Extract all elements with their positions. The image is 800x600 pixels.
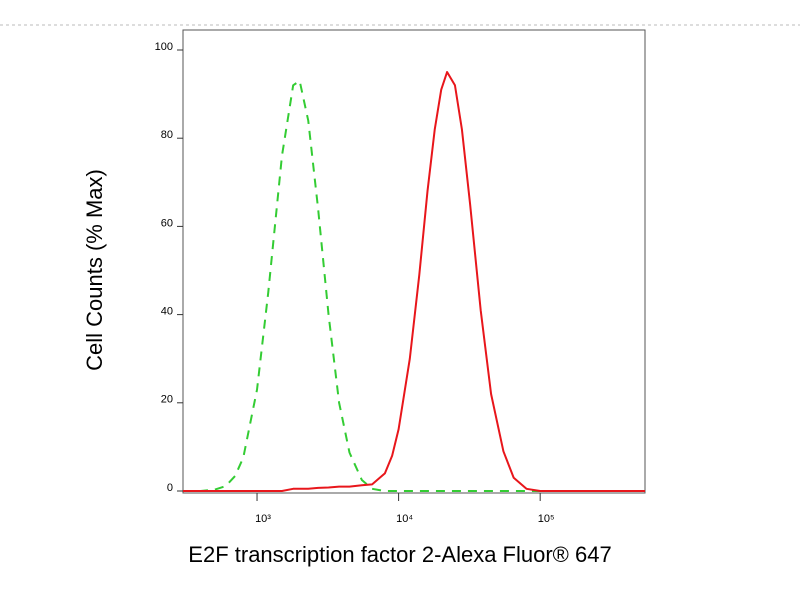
y-tick-label: 60 (161, 217, 173, 229)
x-tick-label: 10³ (255, 513, 271, 525)
y-tick-label: 0 (167, 482, 173, 494)
y-tick-label: 20 (161, 394, 173, 406)
y-tick-label: 100 (155, 41, 173, 53)
histogram-line (183, 79, 645, 492)
x-tick-label: 10⁴ (396, 513, 413, 525)
histogram-line (183, 71, 645, 492)
x-axis-label: E2F transcription factor 2-Alexa Fluor® … (188, 542, 611, 567)
plot-frame (182, 29, 646, 494)
x-tick-label: 10⁵ (538, 513, 555, 525)
y-tick-label: 80 (161, 129, 173, 141)
y-tick-label: 40 (161, 306, 173, 318)
y-axis-label: Cell Counts (% Max) (82, 169, 107, 371)
